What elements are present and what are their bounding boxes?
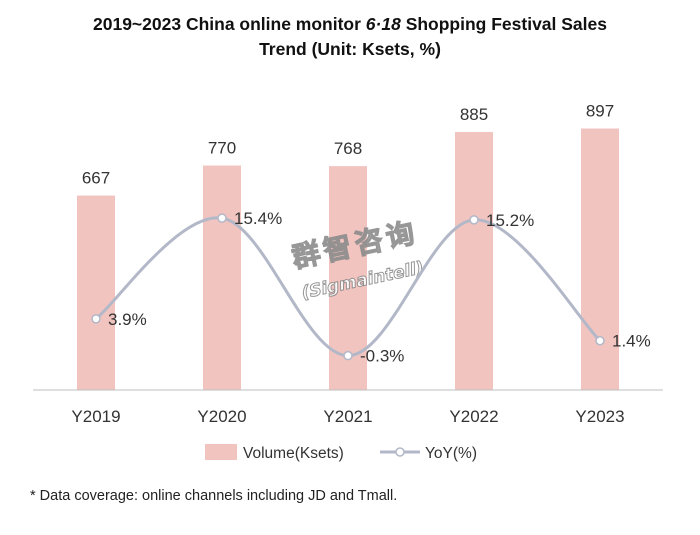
yoy-label-y2023: 1.4%	[612, 332, 651, 351]
yoy-label-y2021: -0.3%	[360, 347, 404, 366]
x-tick-y2022: Y2022	[449, 407, 498, 426]
title-line1-prefix: 2019~2023 China online monitor	[93, 14, 366, 34]
yoy-point-y2019	[91, 314, 101, 324]
yoy-points	[91, 213, 605, 361]
x-tick-y2019: Y2019	[71, 407, 120, 426]
bar-y2019	[77, 195, 115, 390]
bar-label-y2023: 897	[586, 102, 614, 121]
legend-label-volume: Volume(Ksets)	[243, 445, 344, 462]
yoy-point-y2023	[595, 335, 605, 346]
yoy-label-y2019: 3.9%	[108, 310, 147, 329]
legend-swatch-yoy-marker	[395, 447, 405, 457]
x-tick-y2020: Y2020	[197, 407, 246, 426]
legend-swatch-volume	[205, 444, 237, 460]
footnote: * Data coverage: online channels includi…	[30, 488, 398, 504]
bar-y2020	[203, 165, 241, 390]
bar-label-y2020: 770	[208, 139, 236, 158]
yoy-label-y2022: 15.2%	[486, 211, 534, 230]
x-tick-labels: Y2019 Y2020 Y2021 Y2022 Y2023	[71, 407, 624, 426]
bar-y2022	[455, 132, 493, 390]
chart-plot: 667 770 768 885 897 Y2019 Y2020 Y2021 Y2022 Y202…	[33, 102, 663, 462]
x-tick-y2021: Y2021	[323, 407, 372, 426]
yoy-point-y2022	[469, 215, 479, 225]
x-tick-y2023: Y2023	[575, 407, 624, 426]
legend-label-yoy: YoY(%)	[425, 445, 477, 462]
bar-data-labels: 667 770 768 885 897	[82, 102, 614, 188]
chart-title: 2019~2023 China online monitor 6·18 Shop…	[0, 12, 700, 62]
watermark: 群智咨询 (Sigmaintell)	[288, 215, 426, 304]
yoy-point-y2021	[343, 350, 353, 361]
bar-label-y2019: 667	[82, 169, 110, 188]
title-line1-suffix: Shopping Festival Sales	[400, 14, 607, 34]
yoy-point-y2020	[217, 213, 227, 223]
legend: Volume(Ksets) YoY(%)	[205, 444, 477, 462]
yoy-label-y2020: 15.4%	[234, 209, 282, 228]
bar-y2023	[581, 128, 619, 390]
bar-label-y2021: 768	[334, 139, 362, 158]
bar-label-y2022: 885	[460, 105, 488, 124]
title-line1-italic: 6·18	[365, 14, 401, 34]
title-line2: Trend (Unit: Ksets, %)	[259, 39, 441, 59]
yoy-data-labels: 3.9% 15.4% -0.3% 15.2% 1.4%	[108, 209, 651, 366]
